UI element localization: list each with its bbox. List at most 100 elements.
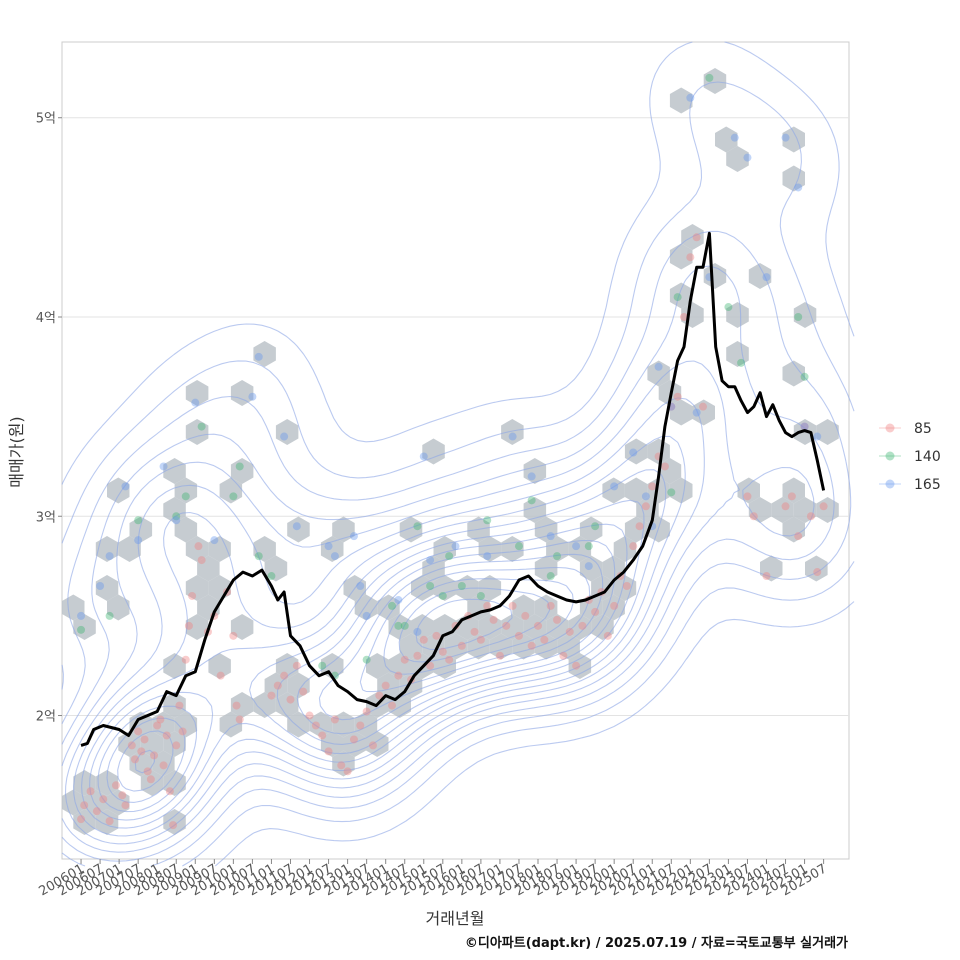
data-point-85 — [679, 312, 688, 321]
data-point-85 — [194, 542, 203, 551]
hexbin-cell — [264, 555, 288, 582]
hexbin-cell — [501, 419, 524, 445]
data-point-165 — [527, 472, 536, 481]
hexbin-cell — [118, 536, 141, 562]
data-point-85 — [787, 492, 796, 501]
data-point-140 — [438, 591, 447, 600]
data-point-85 — [800, 422, 809, 431]
data-point-85 — [565, 627, 574, 636]
hexbin-cell — [287, 672, 310, 699]
data-point-85 — [546, 601, 555, 610]
data-point-85 — [184, 621, 193, 630]
legend-key-point — [885, 479, 895, 489]
data-point-165 — [292, 522, 301, 531]
data-point-165 — [641, 492, 650, 501]
hexbin-cell — [163, 653, 186, 679]
hexbin-cell — [624, 477, 648, 504]
hexbin-cell — [332, 711, 355, 738]
data-point-85 — [216, 671, 225, 680]
data-point-140 — [105, 611, 114, 620]
data-point-85 — [603, 631, 612, 640]
hexbin-cell — [613, 536, 637, 562]
hexbin-cell — [264, 672, 288, 699]
data-point-85 — [445, 655, 454, 664]
data-point-165 — [356, 582, 365, 591]
data-point-165 — [210, 536, 219, 545]
hexbin-cell — [95, 809, 119, 835]
hexbin-cell — [163, 692, 186, 718]
hexbin-cell — [782, 360, 805, 387]
hexbin-cell — [219, 711, 243, 738]
data-point-85 — [305, 711, 314, 720]
hexbin-cell — [174, 477, 198, 504]
data-point-140 — [527, 496, 536, 505]
data-point-85 — [470, 627, 479, 636]
legend: 85 140 165 — [879, 421, 941, 493]
data-point-165 — [686, 93, 695, 102]
x-axis: 2006012006072007012007072008012008072009… — [37, 859, 830, 899]
hexbin-cell — [107, 789, 130, 816]
data-point-85 — [343, 767, 352, 776]
data-point-85 — [172, 741, 181, 750]
hexbin-cell — [726, 302, 749, 328]
data-point-85 — [318, 731, 327, 740]
hexbin-cell — [253, 692, 276, 718]
data-point-85 — [813, 568, 822, 577]
data-point-85 — [400, 655, 409, 664]
data-point-85 — [235, 715, 244, 724]
y-tick-label: 5억 — [36, 112, 56, 127]
hexbin-cell — [692, 399, 715, 426]
data-point-140 — [197, 422, 206, 431]
data-point-85 — [819, 502, 828, 511]
data-point-85 — [127, 741, 136, 750]
data-point-85 — [660, 462, 669, 471]
data-point-85 — [273, 681, 282, 690]
hexbin-cell — [478, 575, 502, 601]
hexbin-cell — [174, 516, 198, 543]
hexbin-cell — [140, 770, 164, 796]
data-point-165 — [508, 432, 517, 441]
data-point-85 — [92, 807, 101, 816]
data-point-85 — [781, 502, 790, 511]
legend-key-point — [885, 451, 895, 461]
data-point-140 — [800, 372, 809, 381]
hexbin-cell — [129, 750, 153, 777]
hexbin-cell — [703, 68, 727, 94]
data-point-85 — [121, 801, 130, 810]
data-point-85 — [381, 681, 390, 690]
hexbin-cell — [230, 458, 254, 484]
data-point-85 — [743, 492, 752, 501]
data-point-140 — [229, 492, 238, 501]
hexbin-cell — [534, 594, 558, 621]
hexbin-cell — [501, 536, 524, 562]
data-point-140 — [584, 542, 593, 551]
data-point-85 — [86, 787, 95, 796]
data-point-165 — [743, 153, 752, 162]
data-point-165 — [121, 482, 130, 491]
data-point-165 — [105, 552, 114, 561]
hexbin-cell — [647, 438, 670, 465]
data-point-165 — [248, 392, 257, 401]
data-point-85 — [169, 821, 178, 830]
hexbin-cell — [579, 555, 603, 582]
hexbin-cell — [669, 477, 693, 504]
data-point-85 — [692, 233, 701, 242]
data-point-85 — [130, 755, 139, 764]
hexbin-cell — [275, 419, 299, 445]
data-point-85 — [388, 701, 397, 710]
data-point-85 — [368, 741, 377, 750]
hexbin-cell — [715, 126, 738, 153]
data-point-85 — [153, 721, 162, 730]
hexbin-cell — [613, 575, 637, 601]
data-point-85 — [105, 817, 114, 826]
data-point-140 — [546, 572, 555, 581]
hexbin-cell — [208, 536, 231, 562]
data-point-85 — [572, 661, 581, 670]
hexbin-cell — [95, 536, 119, 562]
data-point-140 — [254, 552, 263, 561]
data-point-140 — [362, 655, 371, 664]
hexbin-cell — [230, 614, 254, 640]
data-point-85 — [610, 601, 619, 610]
y-axis-title: 매매가(원) — [7, 416, 26, 487]
